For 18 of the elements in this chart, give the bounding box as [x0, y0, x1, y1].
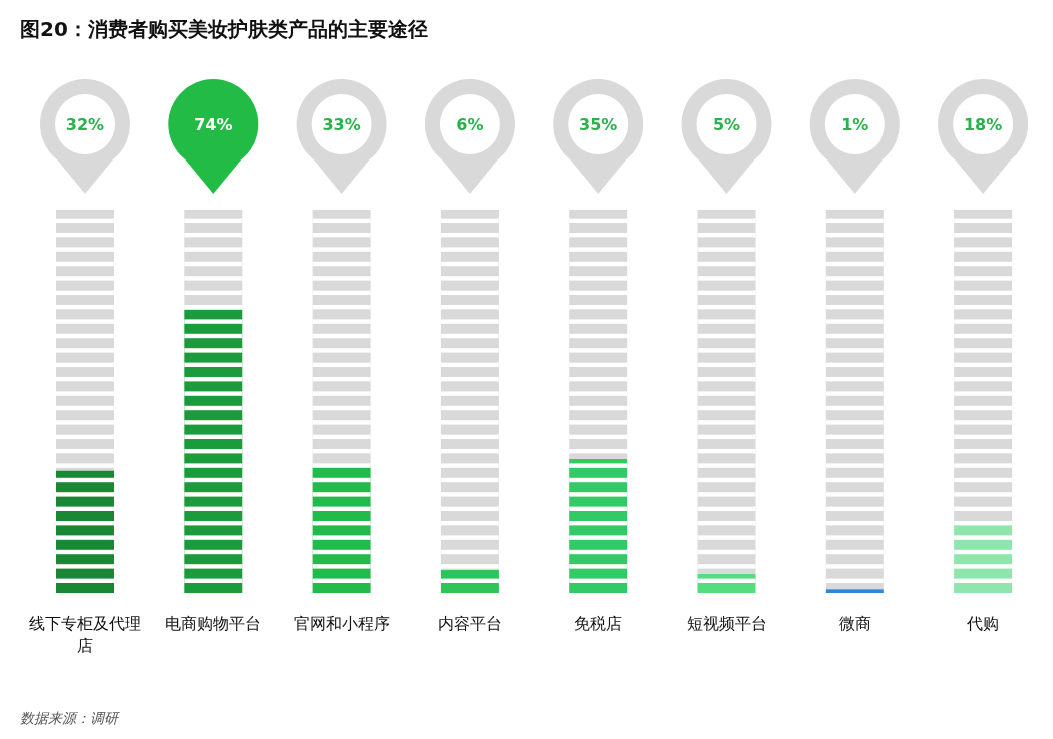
value-label: 1% [841, 115, 869, 134]
category-label: 电商购物平台 [164, 613, 263, 635]
category-label: 内容平台 [436, 613, 503, 635]
value-label: 33% [322, 115, 361, 134]
value-label: 18% [963, 115, 1003, 134]
value-label: 5% [712, 115, 741, 134]
annotation: 数据来源：调研 [20, 710, 118, 728]
value-label: 35% [579, 115, 618, 134]
value-label: 32% [65, 115, 105, 134]
category-label: 线下专柜及代理店 [28, 613, 142, 657]
category-label: 代购 [966, 613, 1001, 635]
title: 图20：消费者购买美妆护肤类产品的主要途径 [20, 16, 428, 43]
value-label: 6% [456, 115, 484, 134]
value-label: 74% [194, 115, 233, 134]
category-label: 微商 [837, 613, 872, 635]
category-label: 免税店 [573, 613, 624, 635]
category-label: 官网和小程序 [292, 613, 391, 635]
category-label: 短视频平台 [685, 613, 768, 635]
